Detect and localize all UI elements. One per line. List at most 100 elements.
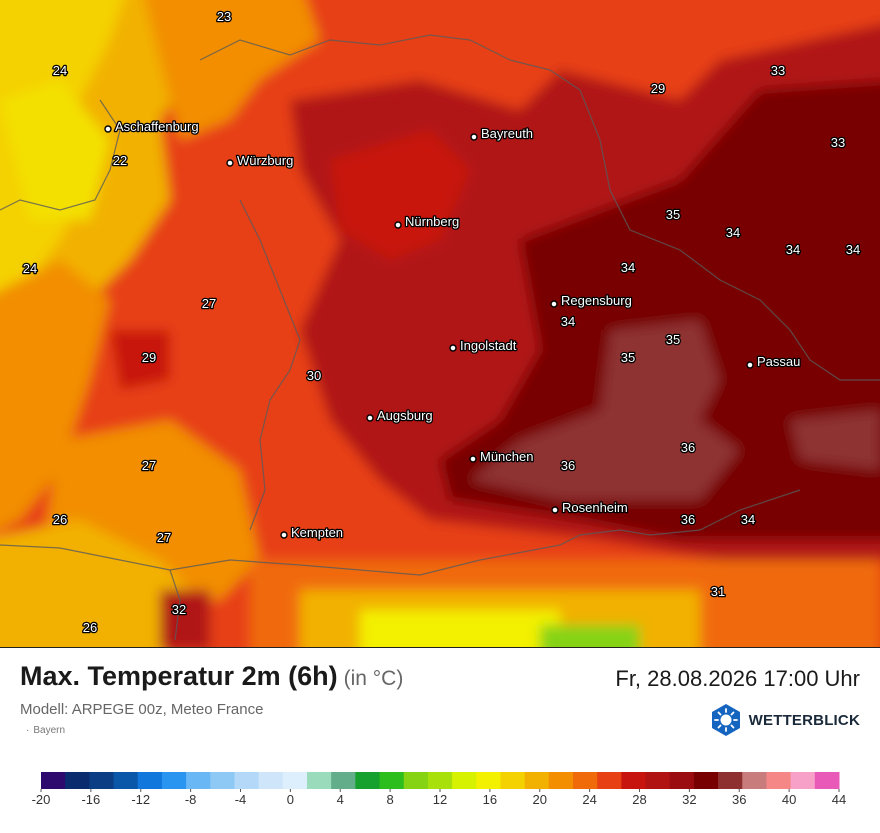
temp-label: 34 bbox=[846, 242, 860, 257]
legend-swatch bbox=[645, 772, 671, 789]
legend-swatch bbox=[500, 772, 526, 789]
temp-label: 30 bbox=[307, 368, 321, 383]
temp-label: 36 bbox=[681, 440, 695, 455]
region-label: · Bayern bbox=[26, 725, 65, 736]
legend-tick-label: 24 bbox=[582, 792, 596, 807]
legend-swatch bbox=[524, 772, 550, 789]
temp-label: 29 bbox=[142, 350, 156, 365]
temperature-map: Aschaffenburg Würzburg Bayreuth Nürnberg… bbox=[0, 0, 880, 648]
city-label-passau: Passau bbox=[757, 354, 800, 369]
brand-logo: WETTERBLICK bbox=[709, 703, 860, 737]
legend-tick-label: 16 bbox=[483, 792, 497, 807]
city-markers: Aschaffenburg Würzburg Bayreuth Nürnberg… bbox=[104, 118, 802, 541]
region-name: Bayern bbox=[33, 725, 66, 736]
city-label-bayreuth: Bayreuth bbox=[481, 126, 533, 141]
legend-swatch bbox=[307, 772, 332, 789]
legend-swatch bbox=[718, 772, 743, 789]
legend-swatch bbox=[403, 772, 429, 789]
legend-tick-label: 4 bbox=[337, 792, 344, 807]
legend-tick-label: -4 bbox=[235, 792, 247, 807]
city-label-nuernberg: Nürnberg bbox=[405, 214, 459, 229]
legend-tick-label: 40 bbox=[782, 792, 796, 807]
legend-swatch bbox=[814, 772, 840, 789]
legend-tick-label: 20 bbox=[533, 792, 547, 807]
city-label-muenchen: München bbox=[480, 449, 533, 464]
temp-label: 33 bbox=[771, 63, 785, 78]
legend-tick-label: 8 bbox=[387, 792, 394, 807]
legend-swatch bbox=[355, 772, 381, 789]
map-title-text: Max. Temperatur 2m (6h) bbox=[20, 661, 338, 691]
legend-swatch bbox=[621, 772, 647, 789]
legend-swatch bbox=[210, 772, 235, 789]
temp-label: 35 bbox=[621, 350, 635, 365]
temp-label: 31 bbox=[711, 584, 725, 599]
legend-tick-label: -16 bbox=[81, 792, 100, 807]
temp-label: 29 bbox=[651, 81, 665, 96]
legend-swatch bbox=[452, 772, 477, 789]
legend-tick-label: -8 bbox=[185, 792, 197, 807]
legend-tick-label: 12 bbox=[433, 792, 447, 807]
temp-label: 34 bbox=[561, 314, 575, 329]
legend-swatch bbox=[766, 772, 792, 789]
temp-label: 36 bbox=[561, 458, 575, 473]
temp-label: 24 bbox=[53, 63, 67, 78]
city-label-aschaffenburg: Aschaffenburg bbox=[115, 119, 199, 134]
legend-tick-label: 28 bbox=[632, 792, 646, 807]
temp-label: 27 bbox=[157, 530, 171, 545]
legend-swatch bbox=[161, 772, 187, 789]
temperature-field bbox=[0, 0, 880, 647]
legend-swatch bbox=[137, 772, 163, 789]
legend-swatch bbox=[41, 772, 66, 789]
temp-label: 33 bbox=[831, 135, 845, 150]
temp-label: 27 bbox=[202, 296, 216, 311]
legend-swatch bbox=[331, 772, 356, 789]
temperature-labels: 23 24 22 24 27 29 30 27 26 27 32 26 29 3… bbox=[21, 8, 861, 637]
legend-tick-label: -12 bbox=[131, 792, 150, 807]
forecast-datetime: Fr, 28.08.2026 17:00 Uhr bbox=[615, 666, 860, 691]
temp-label: 24 bbox=[23, 261, 37, 276]
temp-label: 34 bbox=[741, 512, 755, 527]
temp-label: 34 bbox=[786, 242, 800, 257]
legend-tick-label: 44 bbox=[832, 792, 846, 807]
legend-tick-label: -20 bbox=[32, 792, 51, 807]
legend-swatch bbox=[234, 772, 260, 789]
legend-swatch bbox=[742, 772, 767, 789]
legend-swatch bbox=[548, 772, 574, 789]
temp-label: 26 bbox=[53, 512, 67, 527]
legend-tick-label: 32 bbox=[682, 792, 696, 807]
legend-swatch bbox=[476, 772, 501, 789]
temp-label: 27 bbox=[142, 458, 156, 473]
city-label-kempten: Kempten bbox=[291, 525, 343, 540]
map-title: Max. Temperatur 2m (6h) (in °C) bbox=[20, 661, 403, 692]
bullet-icon: · bbox=[26, 725, 30, 736]
legend-swatch bbox=[669, 772, 695, 789]
temp-label: 34 bbox=[726, 225, 740, 240]
unit-label: (in °C) bbox=[343, 667, 404, 690]
legend-swatch bbox=[65, 772, 90, 789]
borders bbox=[0, 34, 880, 641]
legend-swatch bbox=[113, 772, 139, 789]
temp-label: 32 bbox=[172, 602, 186, 617]
color-legend: -20 -16 -12 -8 -4 0 4 8 12 16 20 24 28 32 36 40 44 bbox=[0, 768, 880, 828]
sun-logo-icon bbox=[711, 704, 740, 736]
legend-scale: -20 -16 -12 -8 -4 0 4 8 12 16 20 24 28 32 36 40 44 bbox=[32, 772, 846, 807]
legend-swatch bbox=[379, 772, 405, 789]
city-label-rosenheim: Rosenheim bbox=[562, 500, 628, 515]
legend-swatch bbox=[89, 772, 115, 789]
city-label-wuerzburg: Würzburg bbox=[237, 153, 293, 168]
temp-label: 26 bbox=[83, 620, 97, 635]
temp-label: 36 bbox=[681, 512, 695, 527]
temp-label: 35 bbox=[666, 207, 680, 222]
legend-swatch bbox=[282, 772, 308, 789]
temp-label: 22 bbox=[113, 153, 127, 168]
legend-tick-label: 0 bbox=[287, 792, 294, 807]
legend-swatch bbox=[693, 772, 719, 789]
brand-name: WETTERBLICK bbox=[748, 711, 860, 729]
temp-label: 35 bbox=[666, 332, 680, 347]
city-label-augsburg: Augsburg bbox=[377, 408, 433, 423]
model-info: Modell: ARPEGE 00z, Meteo France bbox=[20, 701, 264, 718]
legend-swatch bbox=[258, 772, 284, 789]
legend-swatch bbox=[597, 772, 622, 789]
temp-label: 23 bbox=[217, 9, 231, 24]
legend-swatch bbox=[573, 772, 598, 789]
